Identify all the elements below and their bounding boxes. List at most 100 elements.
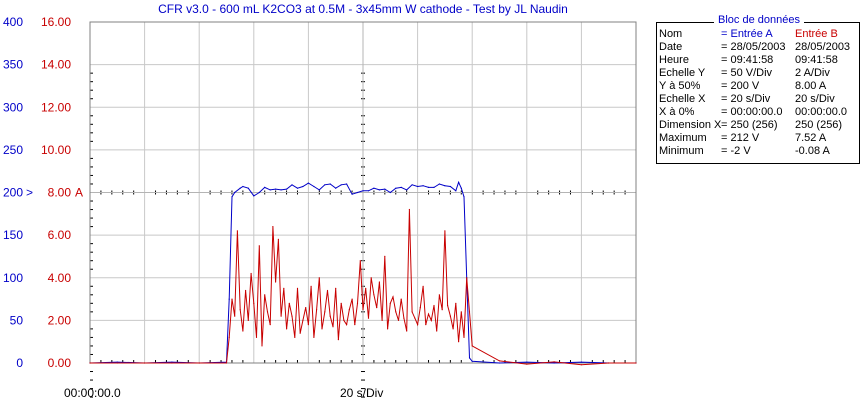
series-b-point [367,317,370,319]
data-block-value-a: = 212 V [721,132,760,144]
series-b-point [239,309,241,311]
chart-axes [89,21,637,398]
series-a-point [367,190,370,192]
series-b-point [498,360,501,362]
series-b-point [299,332,301,334]
series-b-point [310,285,312,287]
series-a-point [362,190,364,192]
series-b-point [425,324,427,326]
series-a-point [449,185,451,188]
series-b-point [433,304,435,307]
left-tick-label: 350 [3,58,23,72]
right-tick-label: 12.00 [41,100,71,114]
series-b-point [313,336,315,338]
series-b-point [242,330,244,332]
series-a-point [389,191,391,194]
series-b-point [392,296,394,298]
series-a-point [580,361,583,363]
series-b-point [269,324,271,326]
series-b-point [266,311,269,313]
series-a-point [302,185,304,188]
data-block-value-b: -0.08 A [795,145,830,157]
data-block-label: Echelle Y [659,67,706,79]
data-block-value-a: = 28/05/2003 [721,41,786,53]
series-b-point [356,302,359,304]
left-axis-ticks: 0 50 100 150 200 250 300 350 400 [3,15,23,370]
series-a-point [468,357,471,359]
series-b-point [277,238,279,240]
series-b-point [144,362,146,364]
series-b-point [430,319,432,321]
right-tick-label: 2.00 [48,313,72,327]
data-block-value-b: 8.00 A [795,80,827,92]
series-b-point [171,362,173,364]
series-b-point [365,287,367,289]
series-b-point [463,336,465,338]
data-block-value-a: = 09:41:58 [721,54,774,66]
series-b-point [458,341,460,343]
series-b-point [427,313,430,315]
series-a-point [406,189,408,191]
data-block-value-b: 09:41:58 [795,54,838,66]
data-block-value-b: Entrée B [795,28,838,40]
series-b-point [449,315,451,317]
series-a-point [463,196,465,198]
series-a-point [335,187,337,189]
series-a-point [427,186,430,188]
series-b-point [348,309,350,311]
series-a-point [275,188,277,190]
series-b-point [307,324,309,326]
series-a-point [286,188,288,190]
series-b-point [261,345,263,347]
series-a-point [417,185,419,188]
data-block-label: Nom [659,28,683,40]
series-b-point [245,289,247,292]
series-b-point [291,315,293,317]
data-block-value-a: = 50 V/Div [721,67,773,79]
series-b-point [468,311,471,313]
series-b-point [354,324,356,326]
series-a-point [234,191,236,194]
chart-title: CFR v3.0 - 600 mL K2CO3 at 0.5M - 3x45mm… [158,2,568,16]
series-a-point [307,182,309,184]
series-a-point [253,195,255,197]
series-b-point [452,328,454,330]
series-b-point [332,326,334,328]
series-b-point [447,304,449,307]
series-a-point [318,189,320,191]
series-a-point [264,186,266,188]
series-b-point [250,272,252,275]
series-b-point [362,309,364,311]
data-block-label: Y à 50% [659,80,701,92]
series-b-point [403,317,405,319]
series-a-point [296,187,299,189]
series-b-point [329,315,331,317]
series-b-point [346,324,348,326]
right-axis-ticks: 0.00 2.00 4.00 6.00 8.00 10.00 12.00 14.00 16.00 [41,15,71,370]
series-b-point [305,307,307,309]
data-block-value-b: 00:00:00.0 [795,106,847,118]
series-b-point [395,311,397,313]
series-b-point [272,226,274,228]
series-b-point [406,330,408,332]
data-block-value-a: = 20 s/Div [721,93,771,105]
series-b-point [400,298,402,300]
series-b-point [378,281,380,283]
series-a-point [171,361,173,363]
series-b-point [316,309,318,311]
series-b-point [635,362,637,364]
series-b-point [264,294,266,296]
x-start-label: 00:00:00.0 [64,386,121,400]
chart-series [89,180,637,366]
series-b-point [296,287,299,289]
series-b-point [608,362,610,364]
series-b-point [253,302,255,304]
data-block-label: Echelle X [659,93,706,105]
right-tick-label: 10.00 [41,143,71,157]
series-b-point [373,294,375,296]
left-tick-label: 250 [3,143,23,157]
series-b-point [414,317,416,319]
series-b-point [411,311,413,313]
series-b-point [236,230,238,232]
